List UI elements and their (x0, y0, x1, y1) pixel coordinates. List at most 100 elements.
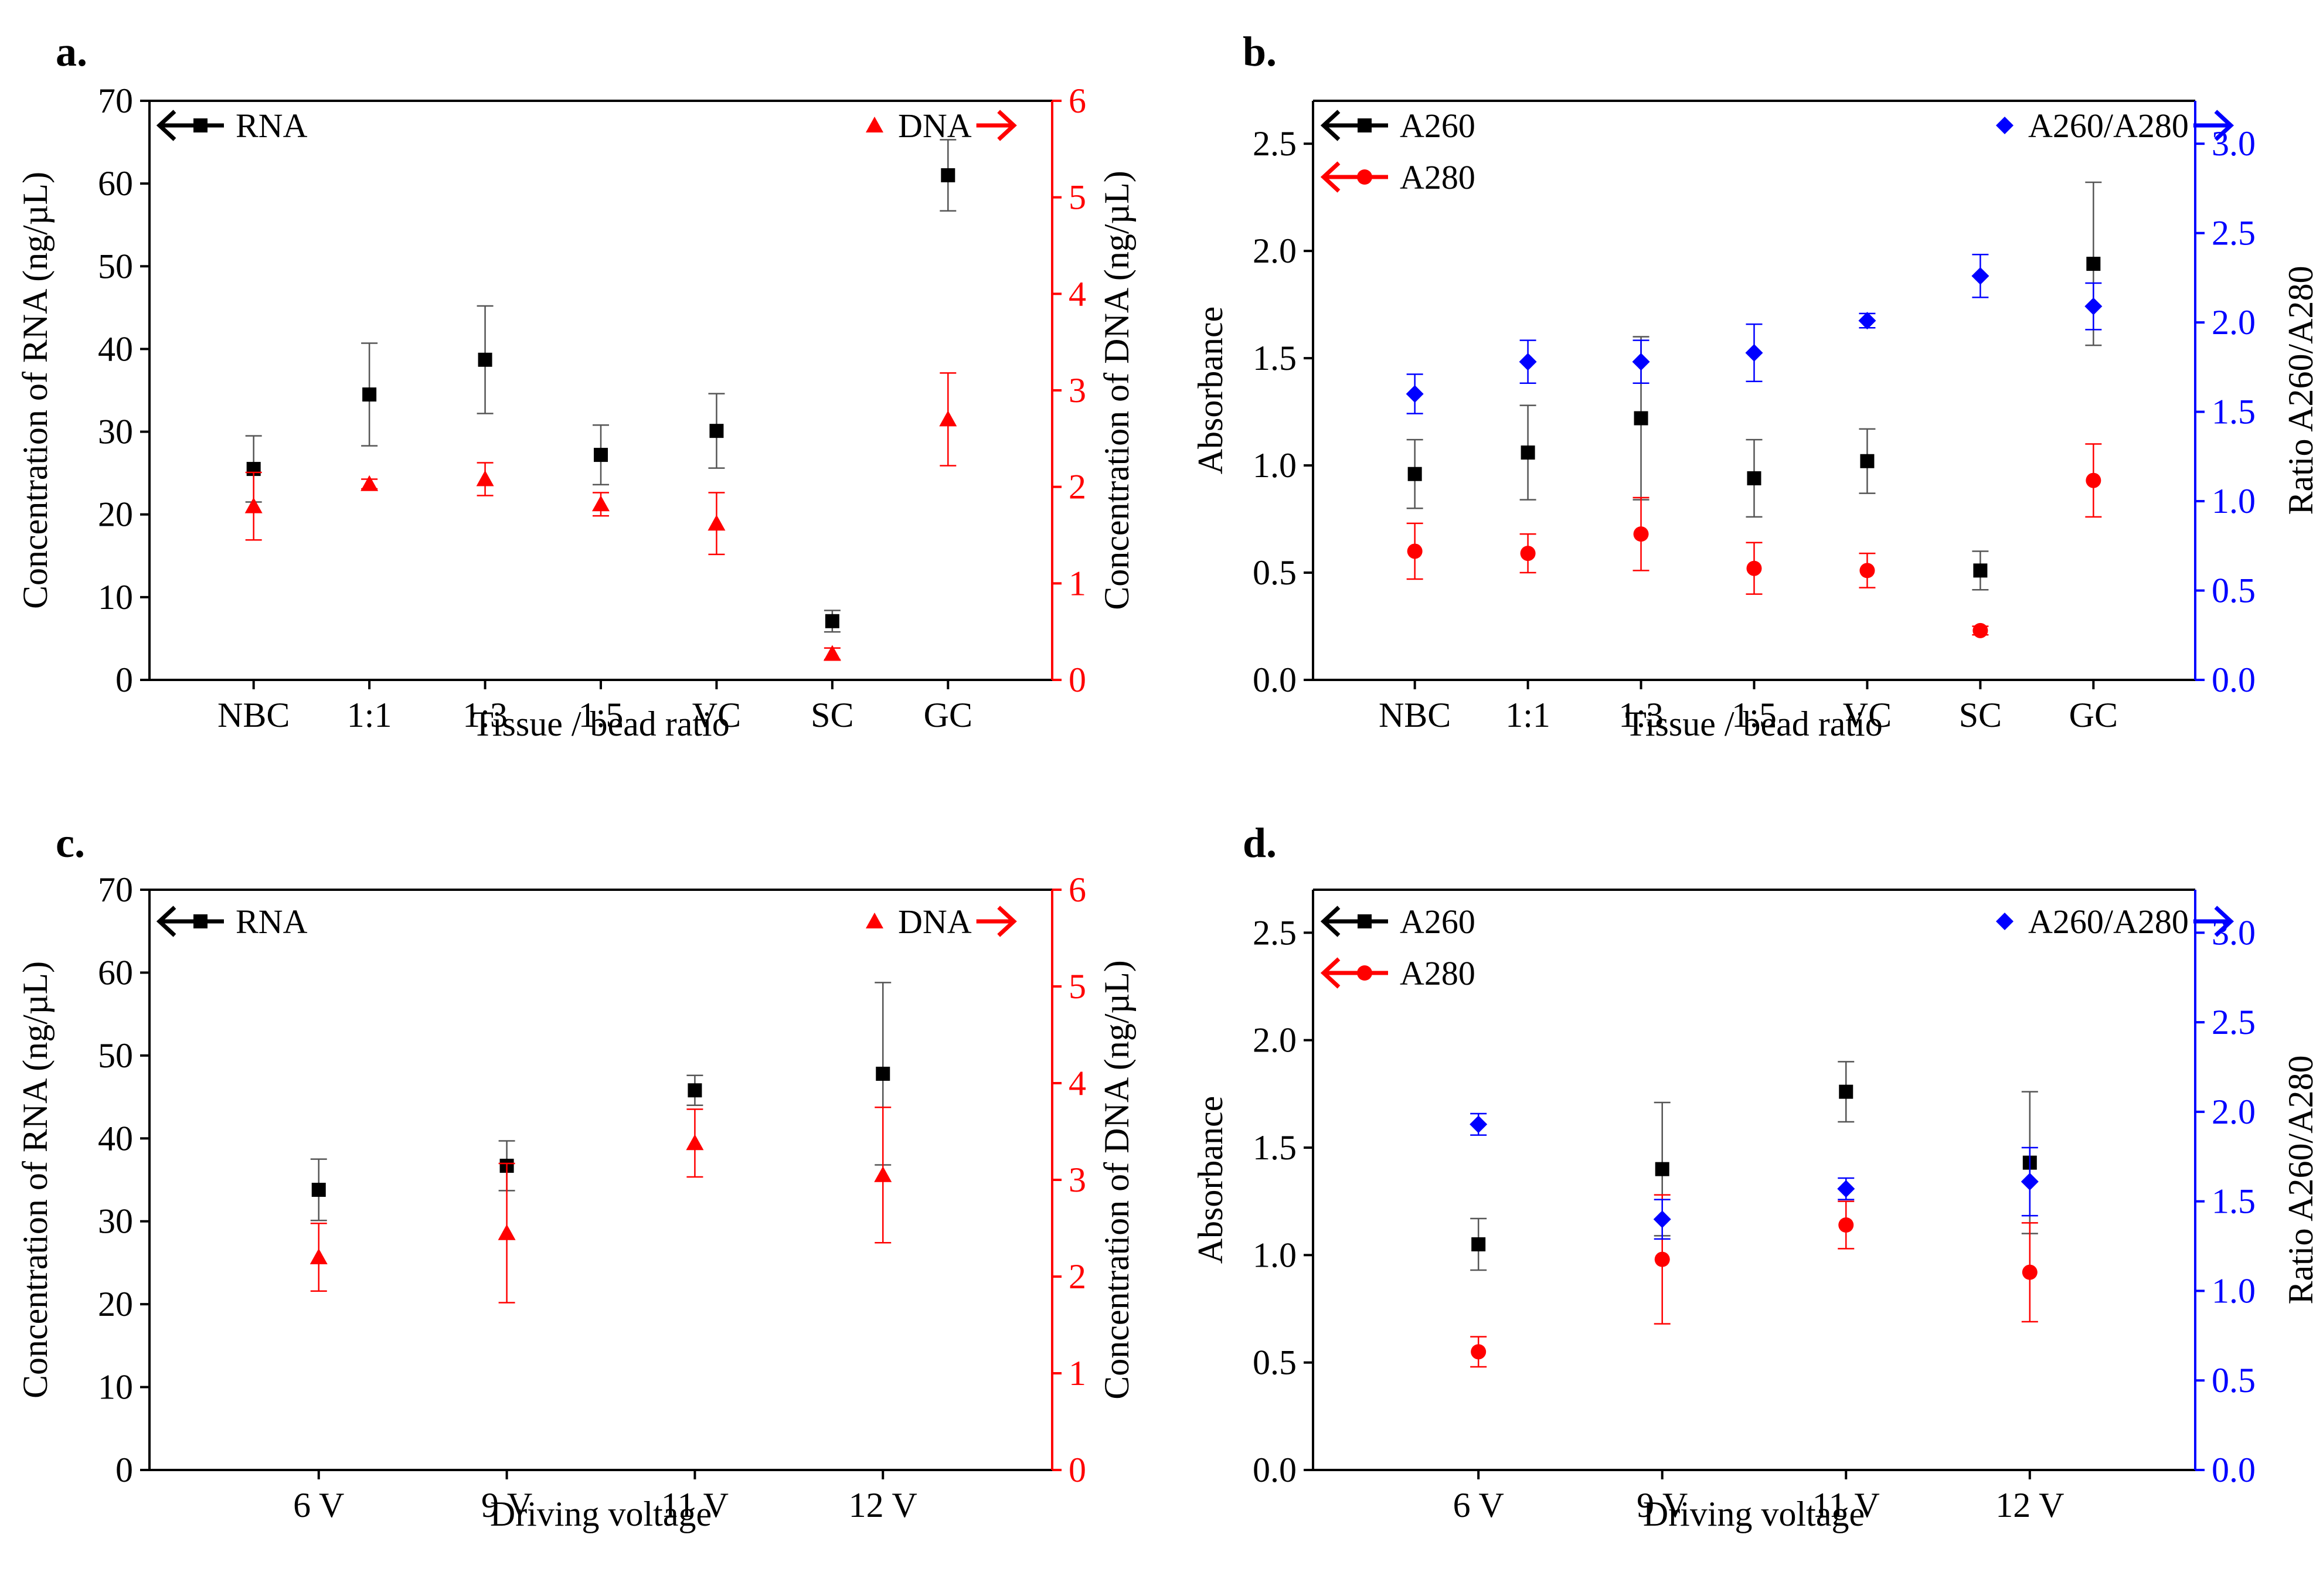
x-tick-label: 11 V (1812, 1486, 1880, 1524)
legend-label: A260 (1400, 903, 1475, 941)
left-tick-label: 40 (98, 329, 133, 368)
right-axis-title: Concentration of DNA (ng/µL) (1097, 171, 1136, 610)
right-tick-label: 1 (1069, 1354, 1086, 1393)
data-point (874, 1166, 892, 1182)
right-tick-label: 2 (1069, 468, 1086, 506)
panel-c: c. 0 10 20 30 40 50 60 70 0 1 2 3 4 5 6 6 V 9 V 11 V 12 V Dr… (16, 819, 1136, 1533)
data-point (939, 410, 957, 427)
legend-arrow-right-head (997, 906, 1017, 937)
right-tick-label: 2.5 (2212, 214, 2256, 253)
series-a280 (1406, 443, 2102, 638)
right-tick-label: 3.0 (2212, 124, 2256, 163)
right-tick-label: 1.5 (2212, 393, 2256, 431)
x-tick-label: 12 V (849, 1486, 917, 1524)
data-point (1654, 1251, 1670, 1267)
right-tick-label: 0 (1069, 1451, 1086, 1489)
right-tick-label: 5 (1069, 967, 1086, 1006)
data-point (2084, 297, 2103, 315)
data-point (708, 515, 726, 531)
series-a260 (1406, 181, 2102, 591)
data-point (1471, 1237, 1486, 1251)
series-rna (310, 982, 892, 1221)
legend-marker (1357, 169, 1372, 185)
x-axis-title: Tissue / bead ratio (472, 705, 729, 743)
right-tick-label: 6 (1069, 870, 1086, 909)
data-point (1859, 563, 1875, 578)
data-point (1858, 312, 1876, 330)
panel-a: a. 0 10 20 30 40 50 60 70 0 1 2 3 4 5 6 NBC 1:1 1:3 1:5 VC SC… (16, 28, 1136, 743)
right-tick-label: 0.0 (2212, 661, 2256, 699)
data-point (360, 475, 379, 491)
panel-label: d. (1243, 819, 1277, 866)
right-tick-label: 0 (1069, 661, 1086, 699)
legend-arrow-left-head (1320, 110, 1341, 141)
right-tick-label: 3 (1069, 371, 1086, 410)
right-tick-label: 2.0 (2212, 303, 2256, 342)
series-rna (245, 139, 957, 633)
right-tick-label: 1 (1069, 564, 1086, 603)
data-point (1745, 343, 1763, 362)
legend-label: RNA (236, 903, 308, 941)
x-tick-label: SC (811, 696, 853, 734)
x-tick-label: SC (1959, 696, 2002, 734)
x-tick-label: 9 V (481, 1486, 532, 1524)
legend-label: DNA (898, 903, 972, 941)
series-a260 (1470, 1061, 2038, 1271)
right-tick-label: 0.5 (2212, 571, 2256, 610)
data-point (1520, 546, 1536, 562)
data-point (1838, 1217, 1854, 1233)
left-axis-title: Concentration of RNA (ng/µL) (16, 172, 55, 609)
left-tick-label: 1.0 (1253, 1236, 1297, 1274)
legend-arrow-left-head (156, 110, 176, 141)
data-point (1655, 1162, 1669, 1176)
x-tick-label: GC (924, 696, 972, 734)
legend: A260 A280 A260/A280 (1320, 903, 2234, 992)
left-tick-label: 0.5 (1253, 553, 1297, 592)
data-point (1972, 622, 1988, 638)
legend: RNA DNA (156, 107, 1017, 145)
legend-marker (1358, 118, 1372, 132)
x-tick-label: 12 V (1995, 1486, 2064, 1524)
data-point (1470, 1115, 1488, 1134)
x-tick-label: 1:3 (1618, 696, 1664, 734)
x-tick-label: 6 V (293, 1486, 344, 1524)
data-point (2086, 472, 2101, 488)
legend-marker (866, 913, 883, 928)
right-tick-label: 5 (1069, 178, 1086, 217)
panel-d: d.0.00.51.01.52.02.50.00.51.01.52.02.53.… (1191, 819, 2320, 1533)
legend-arrow-right-head (2214, 110, 2234, 141)
data-point (709, 424, 724, 438)
left-tick-label: 1.0 (1253, 446, 1297, 485)
left-tick-label: 70 (98, 870, 133, 909)
x-tick-label: 1:5 (579, 696, 624, 734)
left-tick-label: 20 (98, 495, 133, 534)
data-point (823, 645, 841, 661)
data-point (309, 1248, 328, 1264)
data-point (594, 448, 608, 462)
left-tick-label: 2.0 (1253, 232, 1297, 270)
panel-label: b. (1243, 28, 1277, 75)
legend-label: RNA (236, 107, 308, 145)
legend-label: A260 (1400, 107, 1475, 145)
legend-marker (193, 914, 208, 928)
data-point (1839, 1084, 1853, 1099)
legend-label: A280 (1400, 158, 1475, 196)
left-tick-label: 1.5 (1253, 339, 1297, 377)
data-point (2086, 257, 2101, 271)
series-a260-a280 (1470, 1112, 2039, 1240)
right-tick-label: 4 (1069, 274, 1086, 313)
series-a280 (1470, 1194, 2038, 1368)
data-point (1633, 526, 1649, 542)
x-tick-label: 1:3 (462, 696, 508, 734)
legend-arrow-right-head (2214, 906, 2234, 937)
data-point (1471, 1344, 1487, 1360)
x-axis-title: Driving voltage (1643, 1495, 1865, 1533)
left-tick-label: 0.0 (1253, 1451, 1297, 1489)
legend-label: A260/A280 (2028, 903, 2189, 941)
left-axis-title: Concentration of RNA (ng/µL) (16, 961, 55, 1398)
left-tick-label: 10 (98, 578, 133, 617)
legend-arrow-left-head (1320, 957, 1341, 989)
panel-label: a. (56, 28, 87, 75)
right-tick-label: 1.0 (2212, 1271, 2256, 1310)
data-point (876, 1066, 890, 1081)
